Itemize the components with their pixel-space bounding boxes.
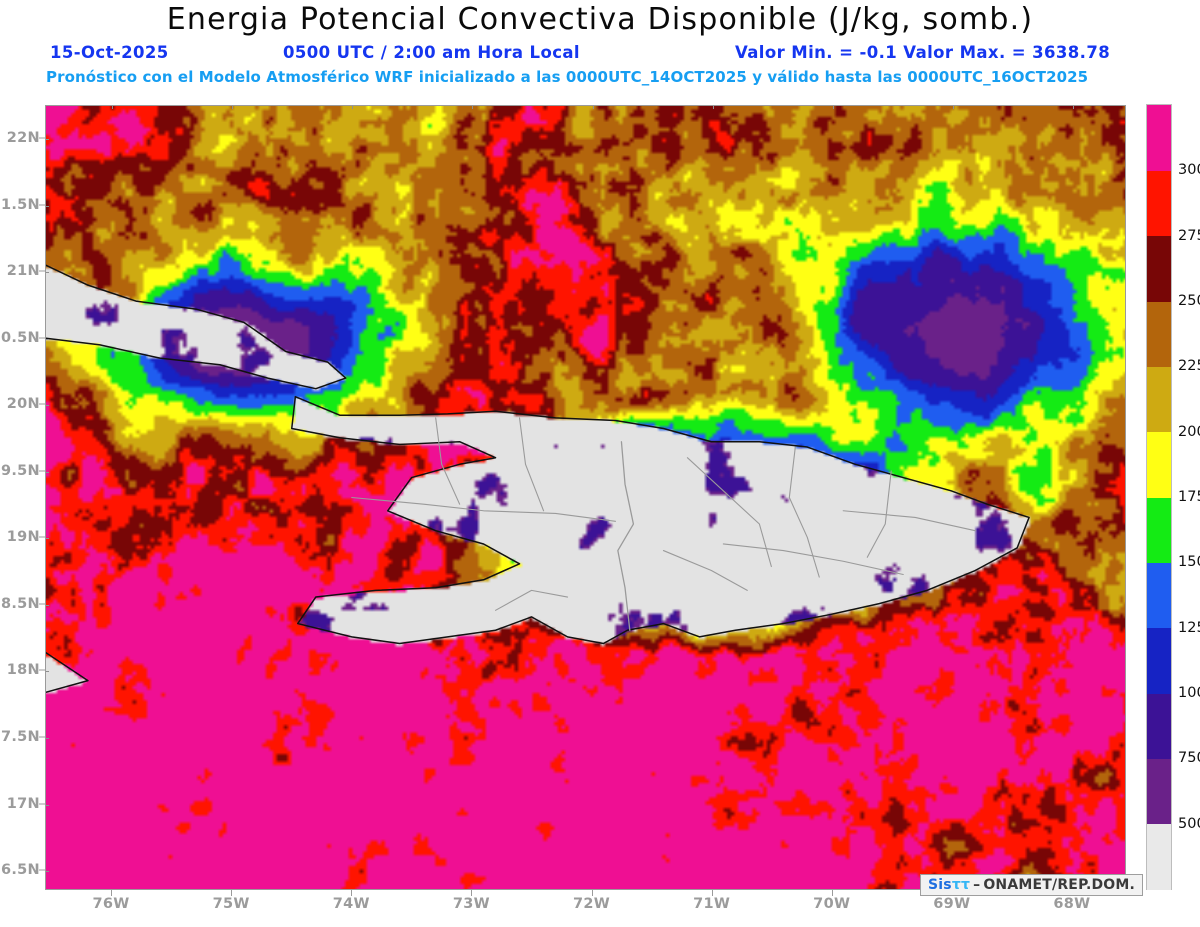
colorbar-band-green [1147,497,1171,563]
cape-raster [46,106,1125,889]
province-border-7 [722,543,904,576]
header-subline-1: 15-Oct-2025 0500 UTC / 2:00 am Hora Loca… [0,43,1200,63]
lon-tick [831,890,833,896]
lat-label-9.5N: 9.5N [0,462,40,479]
colorbar-band-yellow [1147,431,1171,498]
value-min-max: Valor Min. = -0.1 Valor Max. = 3638.78 [735,43,1111,62]
lat-tick [39,137,45,139]
province-border-1 [788,446,820,578]
lat-label-19N: 19N [6,529,40,546]
lat-label-17N: 17N [6,795,40,812]
lat-label-1.5N: 1.5N [0,196,40,213]
cape-contour-field [46,106,1125,889]
colorbar-label-750: 750 [1178,750,1200,767]
colorbar-band-dark-maroon [1147,235,1171,302]
lon-label-70W: 70W [813,896,851,912]
lat-tick [39,270,45,272]
lon-label-74W: 74W [332,896,370,912]
lon-label-72W: 72W [572,896,611,912]
lat-tick [39,669,45,671]
badge-tt-icon: ττ [951,877,971,893]
colorbar-label-1250: 1250 [1178,619,1200,636]
lat-label-20N: 20N [6,396,40,413]
map-vector-overlay [46,264,1030,694]
colorbar[interactable] [1146,104,1172,890]
province-border-6 [351,496,616,522]
model-description: Pronóstico con el Modelo Atmosférico WRF… [46,68,1089,86]
lat-tick [39,803,45,805]
province-border-10 [662,550,748,591]
province-border-2 [866,470,892,558]
lat-label-18N: 18N [6,662,40,679]
lat-label-0.5N: 0.5N [0,329,40,346]
province-border-3 [686,457,772,568]
lon-label-69W: 69W [933,896,971,912]
colorbar-band-dark-blue [1147,627,1171,694]
province-border-8 [495,589,569,611]
attribution-badge: Sis ττ – ONAMET/REP.DOM. [920,874,1144,896]
coastline-cuba [46,264,347,390]
colorbar-label-3000: 3000 [1178,162,1200,179]
map-plot-area[interactable] [45,105,1126,890]
colorbar-band-purple [1147,758,1171,825]
colorbar-label-2750: 2750 [1178,227,1200,244]
colorbar-label-1500: 1500 [1178,554,1200,571]
province-border-5 [435,417,461,505]
colorbar-label-2250: 2250 [1178,358,1200,375]
border-haiti-dominican-republic [617,441,635,631]
lat-label-22N: 22N [6,130,40,147]
lat-label-21N: 21N [6,263,40,280]
lat-tick [39,403,45,405]
lat-tick [39,736,45,738]
lon-label-75W: 75W [212,896,250,912]
colorbar-label-2000: 2000 [1178,423,1200,440]
lon-tick [231,890,233,896]
colorbar-band-blue [1147,562,1171,629]
province-border-9 [842,510,976,532]
badge-dash: – [973,877,981,893]
colorbar-label-1000: 1000 [1178,685,1200,701]
lat-tick [39,470,45,472]
colorbar-label-2500: 2500 [1178,293,1200,309]
lat-tick [39,204,45,206]
badge-org-text: ONAMET/REP.DOM. [983,877,1136,893]
lon-tick [471,890,473,896]
lat-label-8.5N: 8.5N [0,595,40,612]
colorbar-label-1750: 1750 [1178,489,1200,505]
lon-tick [351,890,353,896]
colorbar-label-500: 500 [1178,815,1200,832]
colorbar-band-gold [1147,366,1171,433]
lon-label-68W: 68W [1053,896,1091,912]
lat-tick [39,536,45,538]
lon-tick [711,890,713,896]
lon-tick [111,890,113,896]
lon-label-71W: 71W [693,896,731,912]
colorbar-band-light-gray [1147,823,1171,890]
lat-label-6.5N: 6.5N [0,862,40,879]
lat-tick [39,869,45,871]
colorbar-band-red [1147,170,1171,237]
forecast-valid-time: 0500 UTC / 2:00 am Hora Local [283,43,580,62]
page-title: Energia Potencial Convectiva Disponible … [166,2,1034,37]
colorbar-band-magenta [1147,105,1171,171]
province-border-4 [518,417,545,512]
lon-label-73W: 73W [452,896,490,912]
lon-tick [591,890,593,896]
lon-label-76W: 76W [92,896,130,912]
coastline-jamaica [46,651,89,694]
lat-tick [39,603,45,605]
colorbar-band-brown [1147,301,1171,367]
colorbar-band-dark-violet [1147,693,1171,759]
lat-tick [39,337,45,339]
coastline-hispaniola [290,395,1030,645]
badge-sis-text: Sis [928,877,952,893]
lat-label-7.5N: 7.5N [0,728,40,745]
forecast-date: 15-Oct-2025 [50,43,169,62]
